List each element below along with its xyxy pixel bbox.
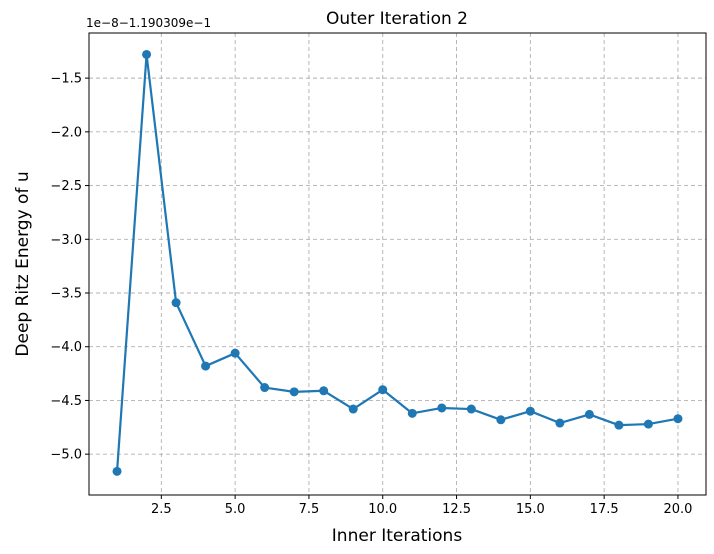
data-point <box>407 408 417 418</box>
data-point <box>112 466 122 476</box>
data-point <box>201 361 211 371</box>
data-point <box>584 409 594 419</box>
y-tick-label: −3.5 <box>50 287 82 302</box>
x-tick-label: 10.0 <box>368 502 397 517</box>
axis-ticks: 2.5 5.0 7.5 10.0 12.5 15.0 17.5 20.0 −1.5 −2.0 −2.… <box>50 72 692 517</box>
x-axis-label: Inner Iterations <box>332 526 463 546</box>
series-line <box>115 53 679 472</box>
data-point <box>142 49 152 59</box>
x-tick-label: 20.0 <box>663 502 692 517</box>
data-point <box>673 414 683 424</box>
data-point <box>643 419 653 429</box>
y-tick-label: −4.5 <box>50 394 82 409</box>
x-tick-label: 7.5 <box>299 502 320 517</box>
data-point <box>496 415 506 425</box>
x-tick-label: 17.5 <box>590 502 619 517</box>
data-point <box>260 383 270 393</box>
x-tick-label: 2.5 <box>151 502 172 517</box>
data-point <box>466 404 476 414</box>
series-layer <box>112 49 683 476</box>
plot-frame <box>88 32 707 496</box>
y-tick-label: −2.5 <box>50 179 82 194</box>
x-tick-label: 15.0 <box>516 502 545 517</box>
y-axis-label: Deep Ritz Energy of u <box>13 171 33 356</box>
data-point <box>555 418 565 428</box>
data-point <box>378 385 388 395</box>
data-point <box>230 348 240 358</box>
y-tick-label: −3.0 <box>50 233 82 248</box>
x-tick-label: 5.0 <box>225 502 246 517</box>
x-tick-label: 12.5 <box>442 502 471 517</box>
y-tick-label: −4.0 <box>50 340 82 355</box>
data-point <box>437 403 447 413</box>
y-tick-label: −2.0 <box>50 125 82 140</box>
data-point <box>348 404 358 414</box>
grid <box>89 33 706 495</box>
data-point <box>289 387 299 397</box>
data-point <box>319 386 329 396</box>
y-tick-label: −5.0 <box>50 448 82 463</box>
chart-title: Outer Iteration 2 <box>326 9 468 29</box>
data-point <box>614 420 624 430</box>
y-tick-label: −1.5 <box>50 72 82 87</box>
y-offset-text: 1e−8−1.190309e−1 <box>86 16 211 30</box>
data-point <box>525 406 535 416</box>
data-point <box>171 298 181 308</box>
